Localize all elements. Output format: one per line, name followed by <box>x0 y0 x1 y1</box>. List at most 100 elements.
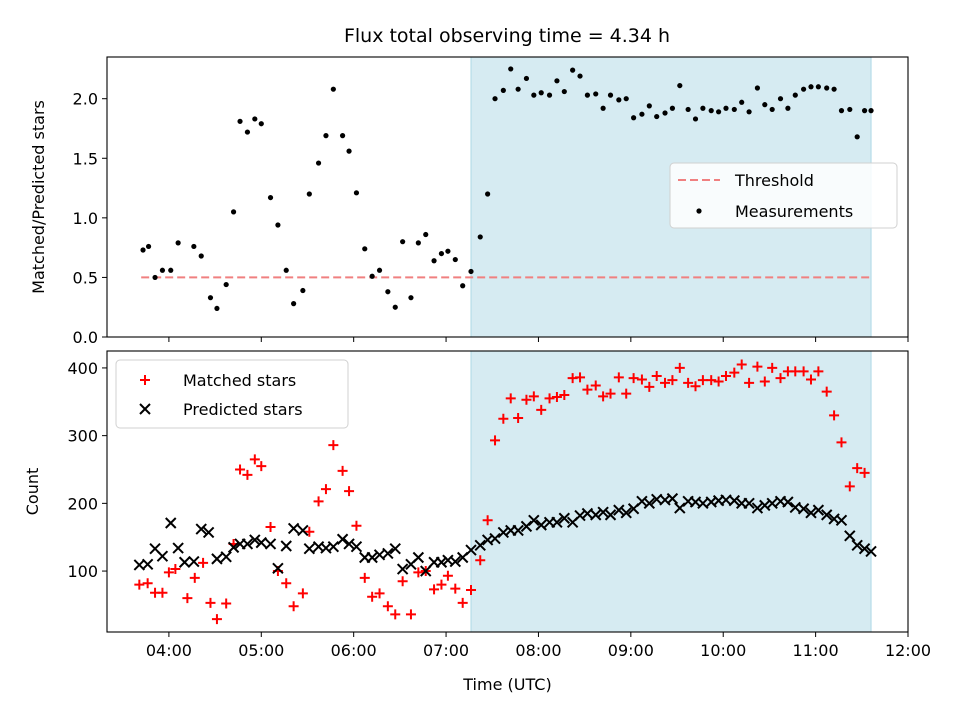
measurement-point <box>291 301 297 307</box>
predicted-stars-point <box>666 492 679 505</box>
matched-stars-point <box>457 597 468 608</box>
measurement-point <box>145 243 152 250</box>
matched-stars-point <box>351 520 362 531</box>
y-tick-label: 2.0 <box>73 90 98 109</box>
matched-stars-point <box>450 583 461 594</box>
matched-stars-point <box>265 522 276 533</box>
measurement-point <box>777 96 784 102</box>
x-tick-label: 11:00 <box>793 641 839 660</box>
matched-stars-point <box>475 555 486 566</box>
matched-stars-point <box>429 584 440 595</box>
matched-stars-point <box>374 588 385 599</box>
matched-stars-point <box>536 404 547 415</box>
matched-stars-point <box>651 371 662 382</box>
measurement-point <box>692 116 699 122</box>
measurement-point <box>523 75 530 82</box>
matched-stars-point <box>242 469 253 480</box>
matched-stars-point <box>598 391 609 402</box>
measurement-point <box>275 222 281 228</box>
matched-stars-point <box>590 380 601 391</box>
predicted-stars-point <box>489 532 501 545</box>
matched-stars-point <box>313 496 324 507</box>
predicted-stars-point <box>165 517 177 529</box>
measurement-point <box>554 78 560 84</box>
matched-stars-point <box>249 454 260 465</box>
matched-stars-point <box>211 614 222 625</box>
predicted-stars-point <box>751 502 764 514</box>
measurement-point <box>400 239 406 245</box>
measurement-point <box>754 85 761 91</box>
x-tick-label: 07:00 <box>423 641 469 660</box>
measurement-point <box>339 133 346 139</box>
matched-stars-point <box>157 587 168 598</box>
matched-stars-point <box>328 440 339 451</box>
matched-stars-point <box>505 393 516 404</box>
matched-stars-point <box>221 598 232 609</box>
measurement-point <box>438 250 445 257</box>
measurement-point <box>801 86 807 92</box>
matched-stars-point <box>551 392 562 403</box>
plot-frame <box>106 350 909 633</box>
measurement-point <box>570 67 576 73</box>
matched-stars-point <box>367 591 378 602</box>
measurement-point <box>198 253 204 259</box>
measurement-point <box>460 283 466 289</box>
legend-predicted-label: Predicted stars <box>183 400 303 419</box>
matched-stars-point <box>337 465 348 476</box>
matched-stars-point <box>182 593 193 604</box>
measurement-point <box>500 87 506 93</box>
measurement-point <box>708 108 714 114</box>
measurement-point <box>353 190 360 196</box>
predicted-stars-point <box>336 533 349 545</box>
matched-stars-point <box>813 366 824 377</box>
measurement-point <box>847 106 853 113</box>
matched-stars-point <box>775 373 786 384</box>
matched-stars-point <box>844 481 855 492</box>
measurement-point <box>868 108 874 114</box>
matched-stars-point <box>683 377 694 388</box>
measurement-point <box>861 108 868 114</box>
series-predicted-stars <box>133 492 877 577</box>
predicted-stars-point <box>227 541 240 554</box>
predicted-stars-point <box>280 540 292 552</box>
measurement-point <box>159 267 166 273</box>
matched-stars-point <box>667 375 678 386</box>
measurement-point <box>168 267 174 273</box>
predicted-stars-point <box>141 558 154 570</box>
matched-stars-point <box>752 361 763 372</box>
predicted-stars-point <box>178 556 191 568</box>
matched-stars-point <box>189 572 200 583</box>
star-count-panel: 100 200 300 400 04:00 05:00 06:00 07:00 08:00 09:… <box>23 350 931 694</box>
measurement-point <box>415 240 421 246</box>
measurement-point <box>175 240 181 246</box>
matched-stars-point <box>513 413 524 424</box>
matched-stars-point <box>713 376 724 387</box>
predicted-stars-point <box>558 512 571 524</box>
measurement-point <box>600 105 606 111</box>
predicted-stars-point <box>264 538 277 550</box>
predicted-stars-point <box>255 536 267 549</box>
predicted-stars-point <box>366 551 378 564</box>
y-tick-label: 0.0 <box>73 328 98 347</box>
measurement-point <box>654 113 660 120</box>
matched-stars-point <box>521 394 532 405</box>
matched-stars-point <box>636 374 647 385</box>
matched-stars-point <box>288 601 299 612</box>
measurement-point <box>392 304 398 310</box>
measurement-point <box>252 116 258 122</box>
measurement-point <box>561 88 567 95</box>
matched-stars-point <box>852 463 863 474</box>
legend-matched-swatch <box>140 375 150 385</box>
legend-predicted-swatch <box>139 403 151 415</box>
x-tick-label: 10:00 <box>700 641 746 660</box>
matched-stars-point <box>405 609 416 620</box>
measurement-point <box>431 258 437 264</box>
matched-stars-point <box>297 588 308 599</box>
measurement-point <box>207 295 214 301</box>
predicted-stars-point <box>202 526 215 539</box>
measurement-point <box>508 66 514 72</box>
matched-stars-point <box>397 576 408 587</box>
measurement-point <box>792 92 798 98</box>
matched-stars-point <box>304 526 315 537</box>
measurement-point <box>283 267 289 273</box>
